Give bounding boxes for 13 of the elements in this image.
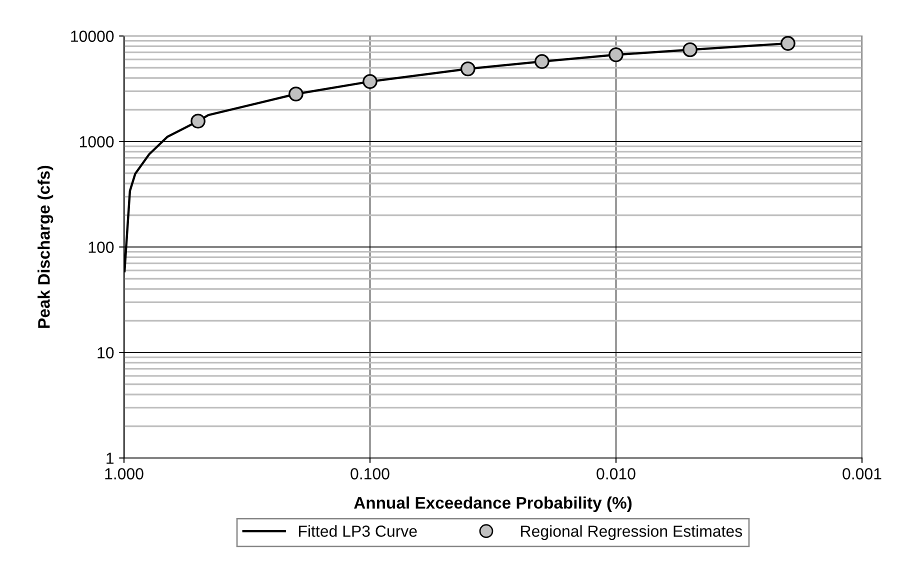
legend-label: Fitted LP3 Curve [299,525,417,537]
y-tick-label: 1 [106,452,114,464]
y-axis-title: Peak Discharge (cfs) [38,166,54,328]
y-tick-label: 10 [98,347,114,358]
x-tick-label: 0.001 [842,468,882,480]
x-axis-title: Annual Exceedance Probability (%) [354,496,632,512]
x-tick-label: 1.000 [105,468,144,480]
x-tick-label: 0.010 [596,468,636,480]
y-tick-label: 1000 [80,136,114,148]
x-tick-label: 0.100 [350,468,390,480]
legend-label: Regional Regression Estimates [521,525,742,540]
y-tick-label: 10000 [71,30,114,42]
y-tick-label: 100 [88,242,114,253]
